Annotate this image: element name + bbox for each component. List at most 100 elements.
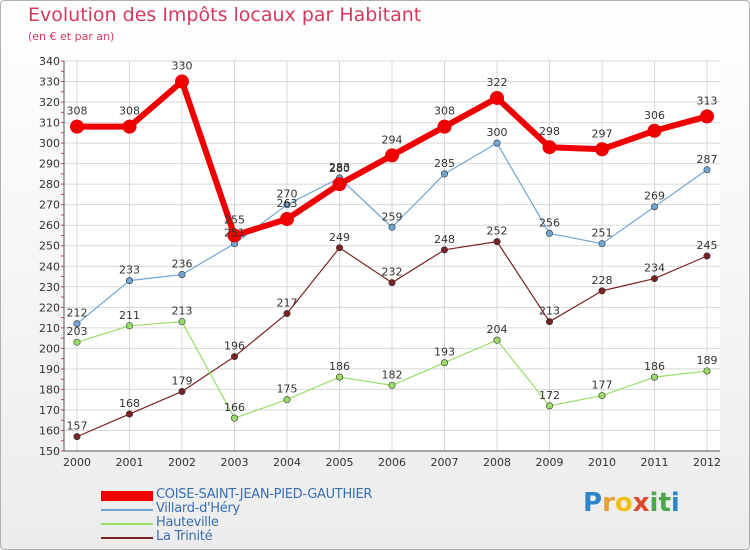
logo-letter: i (649, 488, 659, 518)
y-tick-label: 230 (39, 281, 60, 294)
chart-subtitle: (en € et par an) (28, 30, 115, 43)
data-point (647, 123, 662, 138)
data-label: 251 (592, 227, 613, 240)
data-point (335, 244, 343, 252)
data-point (178, 387, 186, 395)
data-label: 294 (382, 133, 403, 146)
data-point (332, 177, 347, 192)
data-label: 217 (277, 296, 298, 309)
data-point (283, 201, 291, 209)
y-tick-label: 200 (39, 342, 60, 355)
legend-item: COISE-SAINT-JEAN-PIED-GAUTHIER (101, 487, 461, 503)
data-point (231, 414, 239, 422)
data-label: 313 (697, 94, 718, 107)
y-tick-label: 170 (39, 404, 60, 417)
data-point (598, 392, 606, 400)
x-tick-label: 2004 (273, 456, 301, 469)
data-point (440, 246, 448, 254)
data-label: 232 (382, 266, 403, 279)
logo-letter: r (602, 488, 615, 518)
data-label: 172 (539, 389, 560, 402)
legend-label: Villard-d'Héry (156, 501, 240, 516)
legend-swatch (101, 491, 153, 501)
logo-letter: t (658, 488, 671, 518)
legend-item: Hauteville (101, 515, 461, 531)
line-chart: 1501601701801902002102202302402502602702… (39, 55, 721, 469)
data-point (598, 240, 606, 248)
y-tick-label: 330 (39, 76, 60, 89)
data-point (440, 359, 448, 367)
data-point (598, 287, 606, 295)
data-label: 280 (329, 162, 350, 175)
y-tick-label: 240 (39, 260, 60, 273)
chart-title: Evolution des Impôts locaux par Habitant (28, 4, 422, 26)
data-label: 204 (487, 323, 508, 336)
legend-swatch (101, 509, 153, 511)
data-label: 330 (172, 60, 193, 73)
data-point (542, 140, 557, 155)
data-label: 251 (224, 227, 245, 240)
data-label: 203 (67, 325, 88, 338)
y-tick-label: 340 (39, 55, 60, 68)
data-label: 177 (592, 379, 613, 392)
data-point (493, 238, 501, 246)
data-point (440, 170, 448, 178)
data-label: 182 (382, 368, 403, 381)
data-label: 308 (119, 105, 140, 118)
data-point (700, 109, 714, 124)
data-label: 269 (644, 190, 665, 203)
data-label: 298 (539, 125, 560, 138)
data-point (650, 373, 658, 381)
data-label: 234 (644, 262, 665, 275)
data-label: 179 (172, 374, 193, 387)
data-point (73, 338, 81, 346)
data-label: 297 (592, 127, 613, 140)
data-point (650, 275, 658, 283)
x-tick-label: 2012 (693, 456, 721, 469)
data-label: 157 (67, 420, 88, 433)
x-tick-label: 2002 (168, 456, 196, 469)
logo-letter: x (632, 488, 650, 518)
data-point (385, 148, 399, 163)
data-point (490, 90, 504, 105)
y-tick-label: 260 (39, 219, 60, 232)
data-point (73, 320, 81, 328)
data-label: 168 (119, 397, 140, 410)
x-tick-label: 2010 (588, 456, 616, 469)
data-label: 196 (224, 340, 245, 353)
legend-item: Villard-d'Héry (101, 501, 461, 517)
data-label: 212 (67, 307, 88, 320)
data-label: 236 (172, 257, 193, 270)
legend-label: Hauteville (156, 515, 219, 530)
data-point (545, 318, 553, 326)
logo-letter: P (583, 488, 603, 518)
data-point (703, 367, 711, 375)
data-point (175, 74, 189, 89)
x-tick-label: 2007 (431, 456, 459, 469)
data-point (545, 402, 553, 410)
data-label: 252 (487, 225, 508, 238)
data-point (493, 139, 501, 147)
x-tick-label: 2011 (641, 456, 669, 469)
data-label: 285 (434, 157, 455, 170)
data-label: 256 (539, 216, 560, 229)
data-label: 308 (434, 105, 455, 118)
x-tick-label: 2006 (378, 456, 406, 469)
data-label: 213 (172, 305, 193, 318)
y-tick-label: 280 (39, 178, 60, 191)
legend-label: La Trinité (156, 529, 213, 544)
legend-item: La Trinité (101, 529, 461, 545)
data-label: 306 (644, 109, 665, 122)
y-tick-label: 150 (39, 445, 60, 458)
data-point (650, 203, 658, 211)
data-label: 233 (119, 264, 140, 277)
data-label: 270 (277, 188, 298, 201)
x-tick-label: 2009 (536, 456, 564, 469)
data-point (703, 166, 711, 174)
data-label: 283 (329, 161, 350, 174)
y-tick-label: 310 (39, 117, 60, 130)
data-point (437, 119, 452, 134)
data-label: 186 (329, 360, 350, 373)
data-point (595, 142, 609, 157)
data-point (126, 277, 134, 285)
